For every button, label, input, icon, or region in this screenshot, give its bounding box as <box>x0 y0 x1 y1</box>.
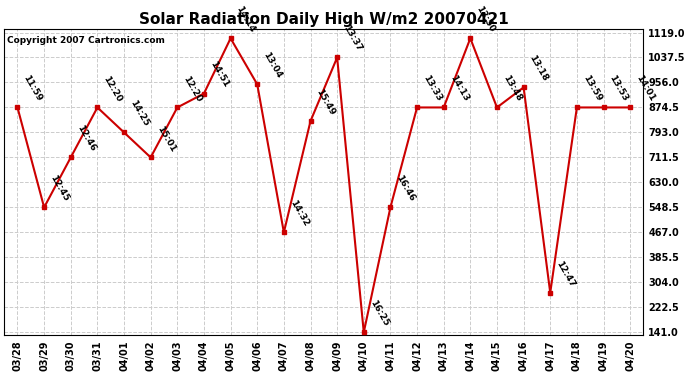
Text: 13:50: 13:50 <box>475 5 497 34</box>
Text: 13:53: 13:53 <box>608 74 630 103</box>
Text: 12:46: 12:46 <box>75 124 97 153</box>
Text: 12:47: 12:47 <box>554 259 577 289</box>
Text: 12:20: 12:20 <box>101 74 124 103</box>
Text: 16:25: 16:25 <box>368 299 390 328</box>
Text: 12:45: 12:45 <box>48 174 70 203</box>
Text: 13:48: 13:48 <box>501 74 523 103</box>
Text: 13:04: 13:04 <box>262 51 284 80</box>
Title: Solar Radiation Daily High W/m2 20070421: Solar Radiation Daily High W/m2 20070421 <box>139 12 509 27</box>
Text: 14:13: 14:13 <box>448 74 470 103</box>
Text: 13:59: 13:59 <box>581 74 603 103</box>
Text: 14:51: 14:51 <box>208 60 230 89</box>
Text: 13:33: 13:33 <box>421 74 443 103</box>
Text: 15:01: 15:01 <box>155 124 177 153</box>
Text: 12:20: 12:20 <box>181 74 204 103</box>
Text: 13:18: 13:18 <box>528 54 550 83</box>
Text: 14:32: 14:32 <box>288 199 310 228</box>
Text: 14:01: 14:01 <box>634 74 656 103</box>
Text: 15:49: 15:49 <box>315 87 337 117</box>
Text: 16:46: 16:46 <box>395 174 417 203</box>
Text: 11:59: 11:59 <box>21 74 44 103</box>
Text: 14:14: 14:14 <box>235 4 257 34</box>
Text: 14:25: 14:25 <box>128 99 150 128</box>
Text: 13:37: 13:37 <box>342 24 364 53</box>
Text: Copyright 2007 Cartronics.com: Copyright 2007 Cartronics.com <box>8 36 165 45</box>
